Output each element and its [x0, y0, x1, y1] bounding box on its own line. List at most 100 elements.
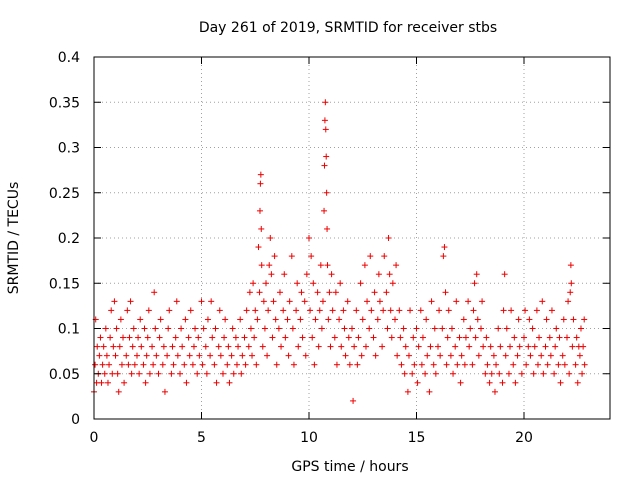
data-point	[324, 262, 331, 269]
data-point	[326, 289, 333, 296]
data-point	[130, 325, 137, 332]
data-point	[324, 225, 331, 232]
data-point	[490, 352, 497, 359]
data-point	[402, 343, 409, 350]
data-point	[293, 307, 300, 314]
data-point	[521, 334, 527, 341]
data-point	[282, 334, 289, 341]
data-point	[345, 334, 352, 341]
data-point	[453, 298, 460, 305]
data-point	[319, 298, 326, 305]
data-point	[393, 262, 400, 269]
data-point	[114, 370, 121, 377]
data-point	[161, 388, 168, 395]
data-point	[261, 325, 268, 332]
data-point	[256, 289, 263, 296]
data-point	[96, 352, 103, 359]
data-point	[448, 325, 455, 332]
data-point	[523, 361, 530, 368]
data-point	[497, 343, 504, 350]
data-point	[115, 388, 122, 395]
data-point	[242, 361, 249, 368]
data-point	[195, 334, 202, 341]
data-point	[117, 316, 124, 323]
data-point	[522, 307, 529, 314]
data-point	[387, 307, 394, 314]
data-point	[389, 280, 396, 287]
data-point	[530, 370, 537, 377]
data-point	[440, 253, 447, 260]
data-point	[500, 307, 507, 314]
data-point	[418, 361, 425, 368]
data-point	[290, 361, 297, 368]
data-point	[407, 307, 414, 314]
data-point	[443, 361, 450, 368]
data-point	[328, 271, 335, 278]
data-point	[410, 334, 417, 341]
data-points	[91, 99, 588, 404]
data-point	[561, 361, 568, 368]
data-point	[426, 388, 433, 395]
data-point	[581, 316, 588, 323]
data-point	[151, 289, 158, 296]
data-point	[388, 334, 395, 341]
data-point	[342, 352, 349, 359]
data-point	[415, 343, 422, 350]
data-point	[310, 280, 317, 287]
data-point	[101, 370, 108, 377]
data-point	[149, 343, 156, 350]
data-point	[375, 271, 382, 278]
data-point	[544, 361, 551, 368]
data-point	[480, 343, 487, 350]
data-point	[317, 262, 324, 269]
data-point	[470, 307, 477, 314]
data-point	[344, 298, 351, 305]
data-point	[116, 343, 123, 350]
data-point	[134, 352, 140, 359]
data-point	[140, 361, 147, 368]
data-point	[341, 325, 348, 332]
y-tick-label: 0.2	[58, 231, 80, 247]
data-point	[187, 307, 194, 314]
data-point	[153, 352, 160, 359]
data-point	[103, 352, 110, 359]
data-point	[221, 334, 228, 341]
data-point	[566, 370, 573, 377]
data-point	[333, 361, 340, 368]
data-point	[267, 235, 274, 241]
data-point	[396, 307, 403, 314]
data-point	[379, 343, 386, 350]
data-point	[474, 316, 481, 323]
data-point	[309, 334, 316, 341]
data-point	[398, 361, 405, 368]
data-point	[182, 316, 189, 323]
data-point	[252, 307, 259, 314]
data-point	[228, 352, 235, 359]
data-point	[542, 343, 549, 350]
data-point	[380, 307, 387, 314]
data-point	[432, 370, 439, 377]
data-point	[111, 298, 118, 305]
data-point	[169, 343, 176, 350]
data-point	[190, 343, 197, 350]
data-point	[186, 352, 193, 359]
data-point	[255, 244, 262, 251]
data-point	[164, 352, 171, 359]
data-point	[364, 298, 371, 305]
data-point	[374, 316, 381, 323]
data-point	[322, 99, 329, 106]
data-point	[145, 307, 152, 314]
data-point	[166, 307, 173, 314]
data-point	[567, 289, 574, 296]
data-point	[295, 343, 302, 350]
data-point	[565, 298, 572, 305]
data-point	[526, 316, 533, 323]
data-point	[259, 343, 266, 350]
data-point	[338, 343, 345, 350]
data-point	[462, 334, 469, 341]
data-point	[370, 334, 377, 341]
data-point	[422, 370, 429, 377]
data-point	[94, 343, 101, 350]
data-point	[371, 289, 378, 296]
data-point	[159, 361, 166, 368]
